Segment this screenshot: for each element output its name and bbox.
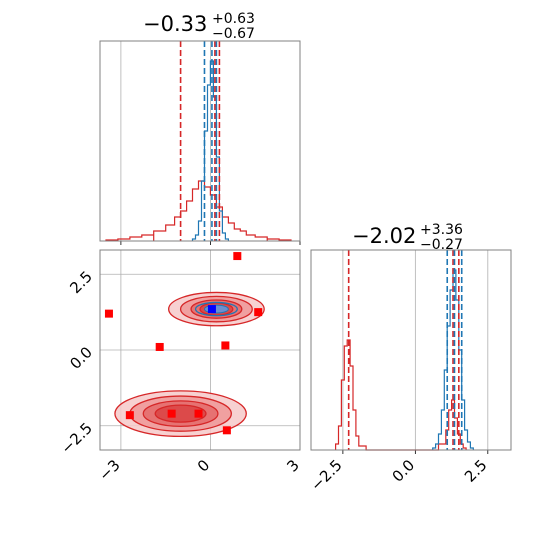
- top-hist-blue-histogram: [191, 60, 229, 241]
- blue-square-marker: [207, 305, 216, 314]
- red-square-marker: [155, 342, 164, 351]
- scatter-x-tick-label: 3: [283, 456, 302, 475]
- right-hist-tick-label: 0.0: [389, 456, 419, 486]
- top-hist-background: [100, 41, 300, 241]
- top-hist-frame: [99, 40, 301, 242]
- red-square-marker: [222, 426, 231, 435]
- scatter-frame: [99, 249, 301, 451]
- right-hist-frame: [310, 249, 512, 451]
- scatter-x-tick-label: 0: [194, 456, 213, 475]
- param-1-median-title: −0.33: [143, 12, 207, 36]
- right-hist-tick-label: −2.5: [307, 456, 345, 494]
- red-square-marker: [221, 341, 230, 350]
- scatter-y-tick-label: 2.5: [66, 268, 96, 298]
- marginal-panel-param-1: [99, 40, 301, 245]
- right-hist-red-histogram: [335, 339, 467, 451]
- red-square-marker: [194, 409, 203, 418]
- right-hist-tick-label: 2.5: [461, 456, 491, 486]
- red-square-marker: [104, 309, 113, 318]
- scatter-x-tick-label: −3: [95, 456, 123, 484]
- red-square-marker: [167, 409, 176, 418]
- scatter-y-tick-label: 0.0: [66, 343, 96, 373]
- top-hist-red-histogram: [105, 180, 292, 241]
- red-square-marker: [233, 252, 242, 261]
- blue-density-contour: [194, 301, 238, 317]
- joint-scatter-panel: −3 0 3 −2.5 0.0 2.5: [58, 249, 303, 484]
- density-contour-2-level-4: [154, 404, 207, 423]
- param-2-median-title: −2.02: [352, 224, 416, 248]
- param-2-lower-error: −0.27: [420, 237, 463, 253]
- param-2-upper-error: +3.36: [420, 222, 463, 238]
- red-square-marker: [125, 411, 134, 420]
- marginal-panel-param-2: −2.5 0.0 2.5: [307, 249, 512, 495]
- param-1-upper-error: +0.63: [212, 11, 255, 27]
- scatter-y-tick-label: −2.5: [58, 419, 96, 457]
- red-square-marker: [254, 308, 263, 317]
- param-1-lower-error: −0.67: [212, 26, 255, 42]
